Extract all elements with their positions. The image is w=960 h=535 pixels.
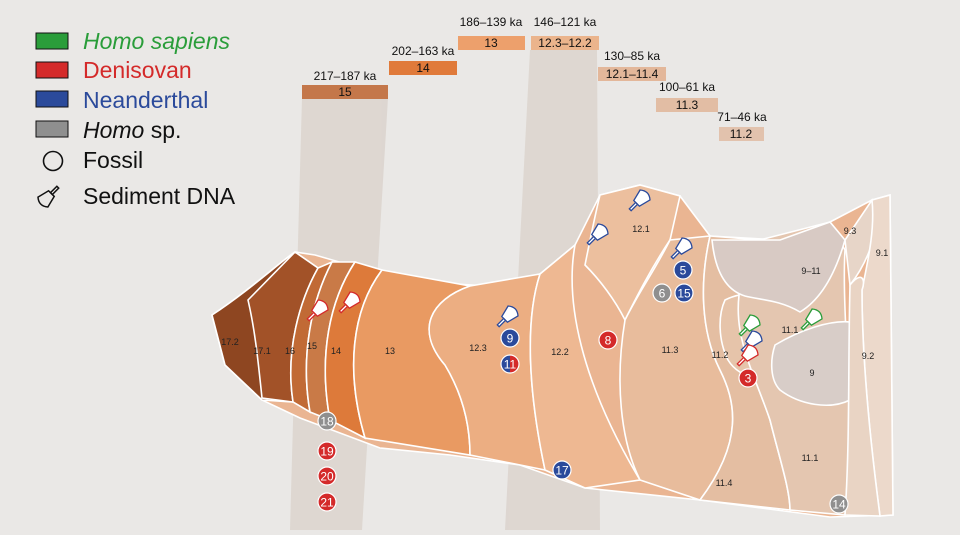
date-range: 217–187 ka <box>314 69 377 83</box>
fossil-20: 20 <box>317 466 337 486</box>
fossil-5: 5 <box>673 260 693 280</box>
layer-9 <box>770 320 851 406</box>
layer-label: 9.3 <box>844 226 857 236</box>
layer-label: 12.2 <box>551 347 569 357</box>
trowel-icon <box>496 305 519 328</box>
svg-text:18: 18 <box>320 415 334 429</box>
layer-label: 9.2 <box>862 351 875 361</box>
date-box <box>531 36 599 50</box>
svg-text:20: 20 <box>320 470 334 484</box>
date-box <box>302 85 388 99</box>
fossil-21: 21 <box>317 492 337 512</box>
sediment-dna-markers <box>306 189 823 367</box>
layer-label: 11.3 <box>662 345 679 355</box>
fossil-19: 19 <box>317 441 337 461</box>
svg-text:8: 8 <box>605 334 612 348</box>
fossil-15: 15 <box>674 283 694 303</box>
legend: Homo sapiens Denisovan Neanderthal Homo … <box>35 28 236 209</box>
svg-text:19: 19 <box>320 445 334 459</box>
trowel-icon <box>670 237 693 260</box>
legend-swatch-homo-sp <box>35 120 69 138</box>
fossil-markers: 5 6 15 9 11 8 3 17 <box>317 260 849 514</box>
date-box-layer: 15 <box>338 85 352 99</box>
layer-label: 11.1 <box>802 453 819 463</box>
svg-text:6: 6 <box>659 287 666 301</box>
legend-swatch-homo-sapiens <box>35 32 69 50</box>
date-box <box>389 61 457 75</box>
svg-text:3: 3 <box>745 372 752 386</box>
legend-label-denisovan: Denisovan <box>83 57 192 83</box>
layer-label: 12.3 <box>469 343 487 353</box>
legend-swatch-denisovan <box>35 61 69 79</box>
date-box <box>598 67 666 81</box>
layer-label: 9–11 <box>801 266 820 276</box>
date-box-layer: 11.2 <box>730 127 753 141</box>
fossil-3: 3 <box>738 368 758 388</box>
cave-section <box>211 184 894 518</box>
legend-label-homo-sp: Homo sp. <box>83 117 181 143</box>
layer-labels: 17.2 17.1 16 15 14 13 12.3 12.2 12.1 11.… <box>221 224 888 488</box>
fossil-18: 18 <box>317 411 337 431</box>
date-range: 100–61 ka <box>659 80 715 94</box>
legend-label-neanderthal: Neanderthal <box>83 87 208 113</box>
svg-text:15: 15 <box>677 287 691 301</box>
trowel-icon <box>628 189 651 212</box>
date-box-layer: 12.3–12.2 <box>538 36 592 50</box>
layer-label: 15 <box>307 341 317 351</box>
trowel-icon <box>37 185 60 208</box>
fossil-circle-icon <box>42 150 64 172</box>
svg-text:5: 5 <box>680 264 687 278</box>
trowel-icon <box>306 299 329 322</box>
layer-label: 11.1 <box>782 325 799 335</box>
fossil-11: 11 <box>500 354 520 374</box>
trowel-icon <box>738 314 761 337</box>
date-range: 130–85 ka <box>604 49 660 63</box>
svg-text:14: 14 <box>832 498 846 512</box>
date-range: 71–46 ka <box>717 110 767 124</box>
date-box-layer: 11.3 <box>676 98 699 112</box>
trowel-icon <box>586 223 609 246</box>
layer-label: 16 <box>285 346 295 356</box>
trowel-icon <box>736 344 759 367</box>
legend-label-sediment-dna: Sediment DNA <box>83 183 236 209</box>
svg-text:17: 17 <box>555 464 569 478</box>
layer-9-2 <box>844 276 881 517</box>
trowel-icon <box>338 291 361 314</box>
layer-label: 11.2 <box>712 350 729 360</box>
fossil-14: 14 <box>829 494 849 514</box>
svg-text:9: 9 <box>507 332 514 346</box>
layer-label: 12.1 <box>632 224 650 234</box>
layer-label: 9 <box>809 368 814 378</box>
date-box-layer: 13 <box>484 36 498 50</box>
layer-12-1 <box>584 184 681 322</box>
fossil-9: 9 <box>500 328 520 348</box>
date-box <box>458 36 525 50</box>
layer-label: 13 <box>385 346 395 356</box>
layer-label: 17.2 <box>221 337 239 347</box>
fossil-6: 6 <box>652 283 672 303</box>
date-range: 202–163 ka <box>392 44 455 58</box>
trowel-icon <box>800 308 823 331</box>
svg-text:11: 11 <box>504 358 517 372</box>
date-range: 146–121 ka <box>534 15 597 29</box>
layer-9-11 <box>711 221 846 313</box>
date-range: 186–139 ka <box>460 15 523 29</box>
fossil-17: 17 <box>552 460 572 480</box>
layer-label: 11.4 <box>716 478 733 488</box>
date-box-layer: 12.1–11.4 <box>606 67 659 81</box>
layer-label: 17.1 <box>253 346 271 356</box>
date-boxes: 217–187 ka 15 202–163 ka 14 186–139 ka 1… <box>302 15 767 141</box>
legend-swatch-neanderthal <box>35 90 69 108</box>
legend-label-homo-sapiens: Homo sapiens <box>83 28 231 54</box>
layer-label: 9.1 <box>876 248 889 258</box>
date-box-layer: 14 <box>416 61 430 75</box>
date-box <box>656 98 718 112</box>
date-box <box>719 127 764 141</box>
svg-text:21: 21 <box>320 496 334 510</box>
legend-label-fossil: Fossil <box>83 147 143 173</box>
layer-label: 14 <box>331 346 341 356</box>
fossil-8: 8 <box>598 330 618 350</box>
